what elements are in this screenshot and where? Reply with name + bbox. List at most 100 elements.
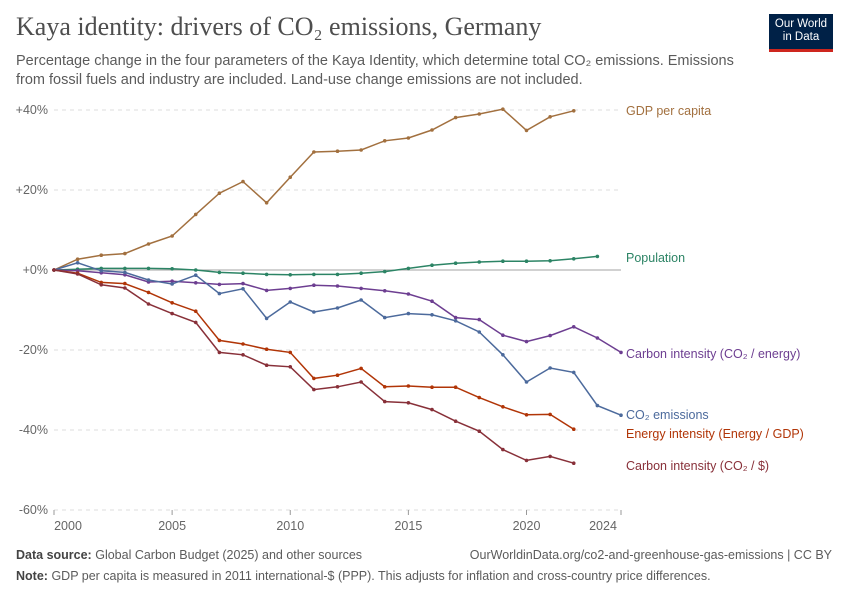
data-point (524, 413, 529, 417)
data-point (264, 201, 269, 205)
data-point (524, 128, 529, 133)
data-point (571, 370, 576, 375)
data-point (571, 427, 576, 432)
data-point (501, 405, 505, 409)
data-point (595, 403, 600, 408)
series-label: Energy intensity (Energy / GDP) (626, 427, 804, 441)
data-point (359, 380, 363, 384)
data-point (335, 272, 340, 277)
data-point (193, 273, 198, 278)
data-point (430, 385, 434, 390)
data-point (406, 384, 411, 388)
data-point (430, 299, 434, 304)
data-point (430, 313, 434, 317)
data-point (264, 347, 269, 352)
data-point (382, 385, 387, 389)
data-point (123, 286, 127, 290)
data-point (170, 234, 174, 238)
source-text[interactable]: Global Carbon Budget (2025) and other so… (95, 548, 363, 562)
data-point (571, 325, 576, 329)
data-point (217, 350, 222, 355)
y-tick-label: +0% (23, 263, 48, 277)
note: Note: GDP per capita is measured in 2011… (16, 569, 711, 583)
data-point (335, 149, 340, 153)
data-point (501, 259, 505, 264)
data-point (241, 342, 245, 346)
data-point (477, 260, 482, 264)
data-point (406, 266, 411, 271)
data-point (99, 269, 104, 273)
data-point (406, 292, 411, 296)
data-point (548, 333, 552, 338)
data-point (359, 366, 363, 371)
data-point (524, 259, 529, 264)
series-label: Carbon intensity (CO₂ / $) (626, 459, 769, 473)
data-point (406, 311, 411, 316)
data-point (524, 458, 529, 463)
data-point (99, 283, 104, 287)
data-point (75, 261, 80, 265)
data-point (146, 290, 151, 295)
data-point (335, 385, 340, 389)
owid-logo[interactable]: Our World in Data (769, 14, 833, 52)
data-point (453, 315, 458, 320)
data-point (430, 128, 434, 132)
data-point (288, 286, 293, 291)
data-point (477, 395, 482, 400)
data-point (477, 429, 482, 434)
data-point (548, 412, 552, 417)
data-point (571, 109, 576, 113)
chart-title: Kaya identity: drivers of CO₂ emissions,… (16, 12, 542, 41)
data-point (123, 266, 127, 271)
source-label: Data source: (16, 548, 92, 562)
data-point (193, 309, 198, 314)
data-point (477, 112, 482, 116)
data-point (382, 399, 387, 404)
data-point (99, 253, 104, 257)
data-point (123, 281, 127, 286)
series-line (53, 269, 622, 354)
data-point (312, 310, 316, 314)
data-point (264, 363, 269, 368)
data-point (146, 302, 151, 306)
data-point (264, 288, 269, 293)
data-point (75, 272, 80, 276)
data-point (548, 259, 552, 263)
data-point (382, 269, 387, 274)
data-point (453, 261, 458, 266)
data-point (312, 387, 316, 392)
logo-line2: in Data (782, 31, 820, 43)
series-label: CO₂ emissions (626, 408, 709, 422)
data-point (312, 150, 316, 154)
data-point (193, 320, 198, 325)
note-text: GDP per capita is measured in 2011 inter… (51, 569, 711, 583)
data-point (288, 273, 293, 277)
data-point (501, 333, 505, 338)
source-url[interactable]: OurWorldinData.org/co2-and-greenhouse-ga… (469, 548, 832, 562)
data-point (524, 339, 529, 344)
data-point (406, 136, 411, 140)
x-tick-label: 2015 (394, 519, 422, 533)
data-point (241, 271, 245, 276)
data-point (288, 350, 293, 355)
data-point (501, 447, 505, 452)
data-point (359, 271, 363, 276)
data-point (52, 268, 56, 272)
data-point (524, 380, 529, 384)
data-point (123, 251, 127, 256)
data-point (548, 366, 552, 370)
data-point (312, 272, 316, 277)
x-tick-label: 2020 (513, 519, 541, 533)
data-point (453, 115, 458, 120)
data-point (453, 319, 458, 323)
data-point (146, 278, 151, 282)
series-label: Population (626, 251, 685, 265)
data-point (453, 419, 458, 424)
data-source: Data source: Global Carbon Budget (2025)… (16, 548, 362, 562)
data-point (571, 461, 576, 466)
series-line (53, 269, 574, 464)
data-point (359, 298, 363, 302)
data-point (288, 365, 293, 369)
